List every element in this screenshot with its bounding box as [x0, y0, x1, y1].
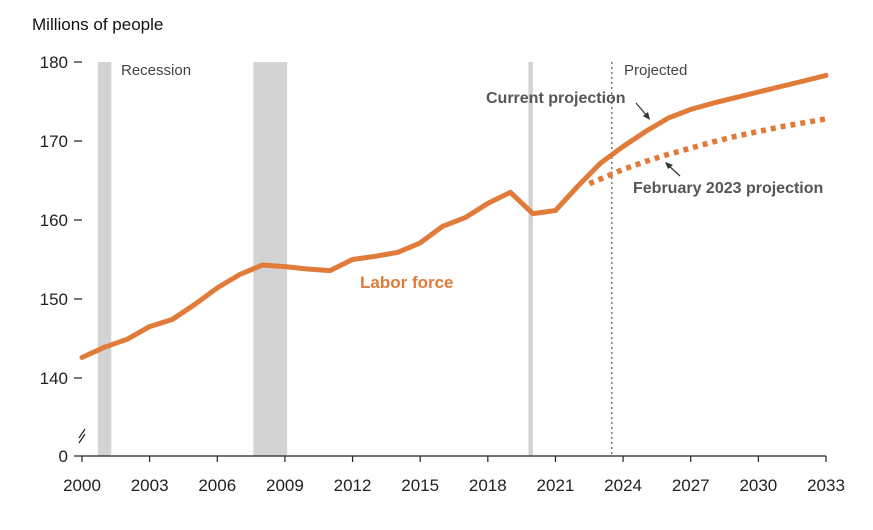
recession-band-2 [253, 62, 288, 456]
y-tick-label-0: 0 [59, 447, 68, 466]
x-tick-label-2033: 2033 [807, 476, 845, 495]
recession-bands [97, 62, 533, 456]
february-projection-arrow [665, 162, 681, 177]
x-tick-label-2018: 2018 [469, 476, 507, 495]
y-tick-label-140: 140 [40, 369, 68, 388]
projected-label: Projected [624, 62, 687, 79]
series-lines [79, 72, 829, 360]
x-tick-label-2006: 2006 [198, 476, 236, 495]
labor-force-label: Labor force [360, 273, 454, 292]
february-2023-projection-line [588, 116, 827, 187]
x-tick-label-2027: 2027 [672, 476, 710, 495]
y-axis-ticks: 140 150 160 170 180 0 [40, 53, 82, 466]
february-2023-projection-label: February 2023 projection [633, 180, 823, 197]
recession-band-1 [97, 62, 112, 456]
current-projection-label: Current projection [486, 90, 626, 107]
x-tick-label-2024: 2024 [604, 476, 642, 495]
y-axis-break-marks [78, 428, 86, 444]
x-tick-label-2009: 2009 [266, 476, 304, 495]
y-tick-label-170: 170 [40, 132, 68, 151]
current-projection-arrow [635, 102, 650, 120]
x-axis-ticks: 2000 2003 2006 2009 2012 2015 2018 2021 2024 2027… [63, 456, 845, 495]
y-tick-label-150: 150 [40, 290, 68, 309]
x-tick-label-2030: 2030 [739, 476, 777, 495]
x-tick-label-2021: 2021 [537, 476, 575, 495]
labor-force-line [79, 72, 829, 360]
y-axis-unit-label: Millions of people [32, 15, 163, 34]
y-tick-label-180: 180 [40, 53, 68, 72]
x-tick-label-2000: 2000 [63, 476, 101, 495]
x-tick-label-2012: 2012 [334, 476, 372, 495]
x-tick-label-2015: 2015 [401, 476, 439, 495]
x-tick-label-2003: 2003 [131, 476, 169, 495]
y-tick-label-160: 160 [40, 211, 68, 230]
recession-band-3 [528, 62, 533, 456]
recession-label: Recession [121, 62, 191, 79]
